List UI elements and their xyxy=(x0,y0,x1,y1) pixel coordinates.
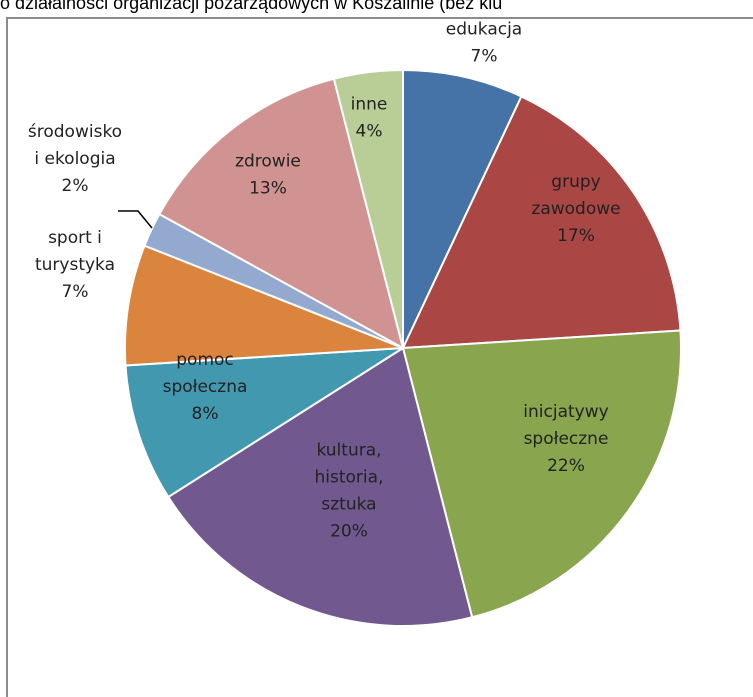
pie-slice-pomoc xyxy=(124,347,404,499)
pie-slice-edukacja xyxy=(402,68,523,349)
page-title: o działalności organizacji pozarządowych… xyxy=(0,0,503,13)
pie-chart: edukacja 7% grupy zawodowe 17% inicjatywy społ… xyxy=(28,20,682,627)
pie-slice-inne xyxy=(332,68,404,349)
slice-label-sport-i: sport i turystyka 7% xyxy=(35,228,115,302)
slice-label-zdrowie: zdrowie 13% xyxy=(235,152,301,199)
pie-slice-zdrowie xyxy=(158,77,405,350)
slice-label-grupy: grupy zawodowe 17% xyxy=(531,172,620,246)
pie-slice-sport-i xyxy=(124,244,404,367)
slice-label-inicjatywy: inicjatywy społeczne 22% xyxy=(523,402,608,476)
slice-label-kultura: kultura, historia, sztuka 20% xyxy=(315,441,384,542)
slice-label-inne: inne 4% xyxy=(351,95,388,142)
pie-slice-kultura xyxy=(166,346,474,627)
pie-slice-grupy xyxy=(401,95,682,350)
slice-label-pomoc: pomoc społeczna 8% xyxy=(163,350,248,424)
leader-line-srodowisko xyxy=(118,210,153,229)
slice-label-edukacja: edukacja 7% xyxy=(446,20,522,67)
pie-slice-inicjatywy xyxy=(401,329,682,619)
slice-label-srodowisko: środowisko i ekologia 2% xyxy=(28,122,122,196)
